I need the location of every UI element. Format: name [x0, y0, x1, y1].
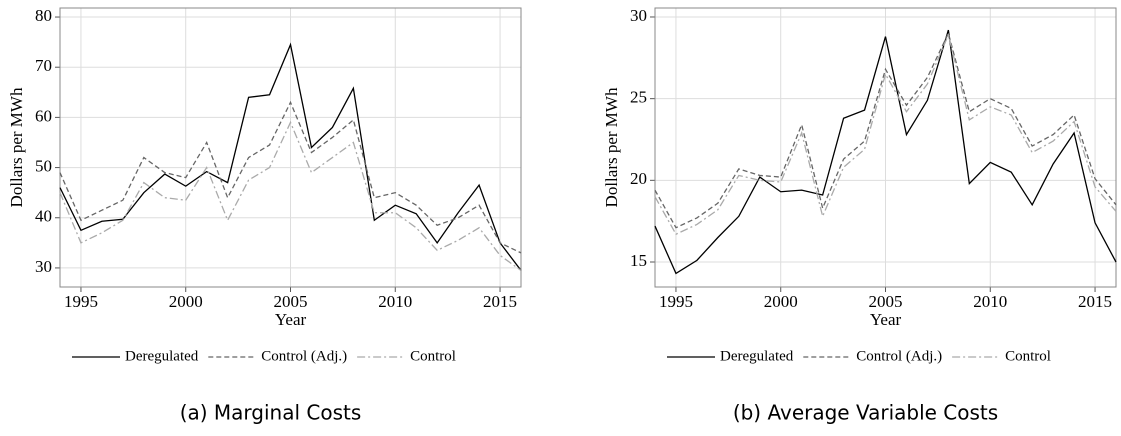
x-axis-label: Year: [870, 310, 902, 329]
x-tick-label: 1995: [659, 292, 693, 311]
x-axis-label: Year: [275, 310, 307, 329]
x-tick-label: 2005: [274, 292, 308, 311]
legend-label: Control: [410, 348, 456, 364]
y-tick-label: 50: [35, 156, 52, 175]
y-axis-label: Dollars per MWh: [602, 87, 621, 207]
legend-label: Control (Adj.): [261, 348, 347, 364]
plot-frame: [59, 7, 522, 288]
y-tick-label: 25: [630, 88, 647, 107]
data-line: [59, 120, 522, 271]
data-line: [654, 31, 1117, 229]
x-tick-label: 2015: [483, 292, 517, 311]
x-tick-label: 2010: [973, 292, 1007, 311]
data-line: [654, 32, 1117, 236]
data-line: [59, 42, 522, 271]
legend-label: Control (Adj.): [856, 348, 942, 364]
y-axis-label: Dollars per MWh: [7, 87, 26, 207]
caption: (b) Average Variable Costs: [733, 401, 998, 425]
y-tick-label: 15: [630, 251, 647, 270]
x-tick-label: 2000: [764, 292, 798, 311]
x-tick-label: 2000: [169, 292, 203, 311]
plot-frame: [654, 7, 1117, 288]
x-tick-label: 2010: [378, 292, 412, 311]
x-tick-label: 2005: [869, 292, 903, 311]
legend-label: Deregulated: [125, 348, 199, 364]
data-line: [59, 100, 522, 254]
y-tick-label: 40: [35, 207, 52, 226]
caption: (a) Marginal Costs: [180, 401, 362, 425]
data-line: [654, 29, 1117, 275]
y-tick-label: 20: [630, 169, 647, 188]
legend-label: Deregulated: [720, 348, 794, 364]
y-tick-label: 80: [35, 6, 52, 25]
y-tick-label: 70: [35, 56, 52, 75]
legend-label: Control: [1005, 348, 1051, 364]
y-tick-label: 30: [630, 6, 647, 25]
y-tick-label: 60: [35, 106, 52, 125]
x-tick-label: 1995: [64, 292, 98, 311]
x-tick-label: 2015: [1078, 292, 1112, 311]
y-tick-label: 30: [35, 257, 52, 276]
